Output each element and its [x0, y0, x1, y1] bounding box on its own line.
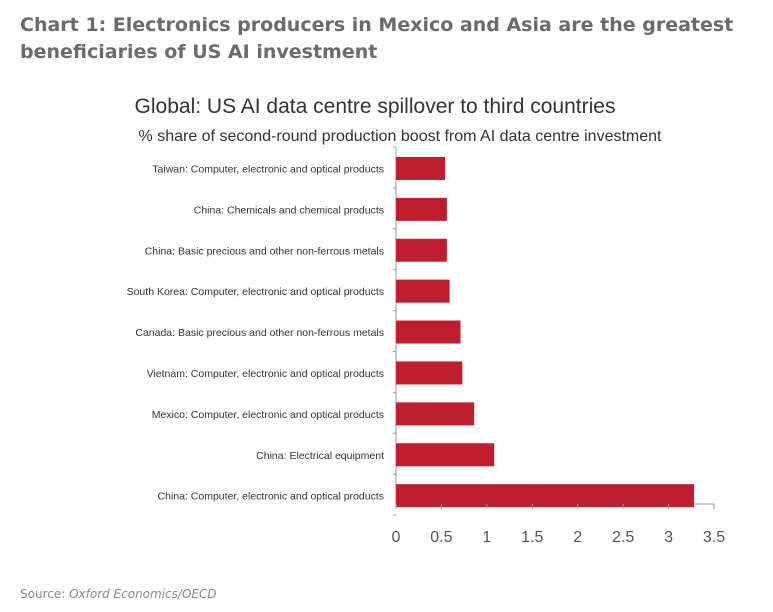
x-tick-label: 1 [482, 529, 491, 546]
bar [396, 361, 463, 385]
category-label: Taiwan: Computer, electronic and optical… [152, 163, 384, 175]
source-label: Source: [20, 587, 70, 601]
source-value: Oxford Economics/OECD [69, 587, 217, 601]
category-label: China: Computer, electronic and optical … [158, 491, 384, 503]
bar [396, 402, 475, 426]
category-label: China: Basic precious and other non-ferr… [145, 245, 384, 257]
headline: Chart 1: Electronics producers in Mexico… [20, 14, 734, 63]
bar [396, 238, 447, 262]
category-label: Vietnam: Computer, electronic and optica… [147, 368, 384, 380]
category-label: Canada: Basic precious and other non-fer… [135, 327, 384, 339]
bar-chart: Global: US AI data centre spillover to t… [127, 95, 726, 546]
chart-subtitle: % share of second-round production boost… [139, 128, 663, 145]
x-tick-label: 3 [664, 529, 673, 546]
bar [396, 279, 450, 303]
bar [396, 197, 447, 221]
category-label: South Korea: Computer, electronic and op… [127, 286, 384, 298]
x-tick-label: 2 [573, 529, 582, 546]
bar [396, 484, 695, 508]
x-tick-label: 0.5 [430, 529, 452, 546]
bar [396, 443, 495, 467]
category-label: Mexico: Computer, electronic and optical… [152, 409, 384, 421]
x-tick-label: 0 [392, 529, 401, 546]
chart-title: Global: US AI data centre spillover to t… [135, 95, 616, 118]
bar [396, 156, 446, 180]
x-tick-label: 3.5 [703, 529, 725, 546]
category-label: China: Chemicals and chemical products [194, 204, 384, 216]
category-label: China: Electrical equipment [256, 450, 384, 462]
x-tick-label: 1.5 [521, 529, 543, 546]
source-note: Source: Oxford Economics/OECD [20, 587, 217, 601]
x-tick-label: 2.5 [612, 529, 634, 546]
bar [396, 320, 461, 344]
